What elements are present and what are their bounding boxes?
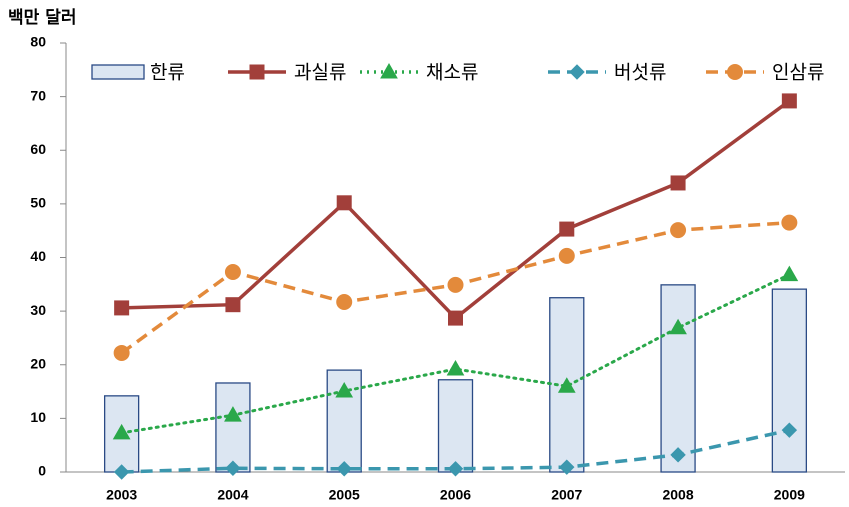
x-tick-label: 2008 bbox=[662, 487, 693, 503]
marker bbox=[336, 461, 352, 477]
marker bbox=[559, 221, 575, 237]
x-tick-label: 2003 bbox=[106, 487, 137, 503]
marker bbox=[780, 265, 799, 282]
marker bbox=[113, 464, 130, 480]
marker bbox=[670, 175, 686, 191]
marker bbox=[224, 406, 242, 422]
marker bbox=[335, 382, 354, 398]
legend-label: 채소류 bbox=[426, 62, 478, 84]
legend-marker bbox=[569, 64, 585, 80]
marker bbox=[781, 214, 798, 231]
series-3 bbox=[113, 422, 798, 480]
x-tick-label: 2007 bbox=[551, 487, 582, 503]
marker bbox=[447, 276, 464, 293]
marker bbox=[559, 459, 575, 475]
marker bbox=[225, 460, 241, 476]
legend-label: 한류 bbox=[150, 62, 185, 84]
legend-marker bbox=[249, 64, 265, 80]
x-tick-label: 2004 bbox=[217, 487, 248, 503]
marker bbox=[670, 447, 686, 463]
marker bbox=[558, 247, 575, 264]
y-tick-label: 80 bbox=[30, 34, 46, 50]
bar bbox=[215, 382, 251, 473]
marker bbox=[781, 93, 797, 109]
legend-label: 버섯류 bbox=[614, 62, 666, 84]
y-tick-label: 10 bbox=[30, 409, 46, 425]
marker bbox=[781, 422, 798, 438]
series-4 bbox=[113, 214, 798, 361]
marker bbox=[114, 300, 130, 316]
x-tick-label: 2005 bbox=[329, 487, 360, 503]
legend-swatch bbox=[91, 64, 145, 80]
series-2 bbox=[112, 265, 799, 440]
marker bbox=[113, 344, 130, 361]
bar bbox=[437, 379, 474, 473]
legend-label: 인삼류 bbox=[772, 62, 824, 84]
legend-marker bbox=[380, 62, 398, 79]
marker bbox=[557, 377, 576, 393]
y-tick-label: 50 bbox=[30, 195, 46, 211]
y-tick-label: 40 bbox=[30, 248, 46, 264]
y-tick-label: 70 bbox=[30, 87, 46, 103]
marker bbox=[670, 222, 687, 239]
y-tick-label: 60 bbox=[30, 141, 46, 157]
marker bbox=[669, 318, 687, 335]
marker bbox=[224, 263, 241, 280]
bar bbox=[660, 284, 696, 473]
marker bbox=[336, 195, 352, 211]
y-axis-label: 백만 달러 bbox=[8, 7, 76, 28]
marker bbox=[448, 310, 463, 326]
y-tick-label: 30 bbox=[30, 302, 46, 318]
marker bbox=[447, 461, 464, 477]
bar bbox=[771, 288, 808, 473]
x-tick-label: 2009 bbox=[774, 487, 805, 503]
marker bbox=[225, 297, 241, 313]
series-1 bbox=[114, 93, 797, 326]
y-tick-label: 20 bbox=[30, 355, 46, 371]
marker bbox=[446, 360, 465, 376]
x-tick-label: 2006 bbox=[440, 487, 471, 503]
legend-marker bbox=[727, 64, 743, 80]
y-tick-label: 0 bbox=[38, 463, 46, 479]
marker bbox=[336, 294, 353, 311]
marker bbox=[112, 423, 131, 440]
legend-label: 과실류 bbox=[294, 62, 346, 84]
